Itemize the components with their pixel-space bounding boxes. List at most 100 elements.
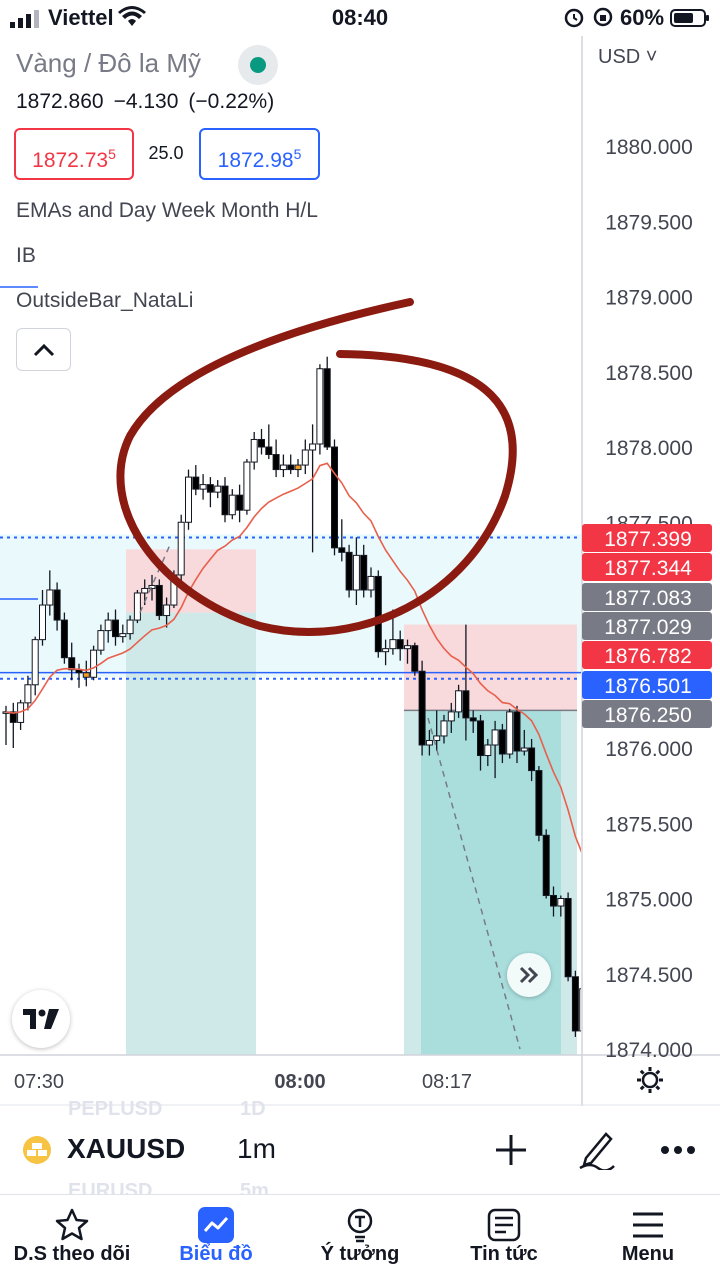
candle-body — [506, 711, 514, 755]
buy-button[interactable]: 1872.985 — [199, 128, 320, 180]
symbol-bar — [0, 1106, 720, 1194]
candle-body — [433, 735, 441, 741]
candle-body — [498, 729, 506, 755]
candle-body — [39, 604, 46, 641]
candle-body — [272, 454, 280, 471]
scroll-to-realtime-button[interactable] — [507, 953, 551, 997]
candle-body — [425, 739, 433, 746]
tradingview-logo[interactable] — [12, 990, 70, 1048]
candle-body — [31, 639, 39, 686]
candle-body — [447, 711, 455, 722]
candle-body — [250, 438, 258, 463]
alarm-icon — [564, 8, 584, 28]
nav-watchlist[interactable]: D.S theo dõi — [0, 1195, 144, 1280]
sell-button[interactable]: 1872.735 — [14, 128, 134, 180]
nav-news[interactable]: Tin tức — [432, 1195, 576, 1280]
candle-body — [177, 521, 185, 576]
bottom-navigation: D.S theo dõi Biểu đồ Ý tưởng Tin tức Men… — [0, 1194, 720, 1280]
target-zone-2 — [421, 710, 561, 1055]
candle-body — [82, 672, 90, 678]
trend-line-short — [139, 544, 171, 613]
nav-ideas[interactable]: Ý tưởng — [288, 1195, 432, 1280]
price-label-bg — [582, 553, 712, 581]
price-label: 1877.083 — [604, 587, 692, 610]
market-status-icon[interactable] — [238, 45, 278, 85]
price-label-bg — [582, 700, 712, 728]
nav-chart[interactable]: Biểu đồ — [144, 1195, 288, 1280]
nav-ideas-label: Ý tưởng — [320, 1243, 400, 1265]
candle-body — [301, 449, 309, 466]
candle-body — [294, 464, 302, 471]
battery-percent: 60% — [620, 5, 665, 30]
ghost-symbol-above: PEPLUSD — [68, 1098, 163, 1120]
candle-body — [112, 619, 119, 638]
candle-body — [221, 485, 229, 516]
candle-body — [382, 648, 390, 653]
y-tick-label: 1878.500 — [605, 362, 693, 385]
candle-body — [214, 485, 222, 493]
candle-body — [163, 604, 171, 617]
y-tick-label: 1875.500 — [605, 813, 693, 836]
price-label-bg — [582, 612, 712, 640]
candle-body — [528, 747, 536, 772]
candle-body — [542, 834, 550, 896]
indicator-outsidebar[interactable]: OutsideBar_NataLi — [16, 289, 194, 312]
y-tick-label: 1874.500 — [605, 964, 693, 987]
candle-body — [148, 584, 156, 589]
candle-body — [126, 619, 134, 635]
candle-body — [133, 592, 141, 621]
price-change: −4.130 — [113, 90, 179, 113]
candle-body — [199, 484, 207, 490]
y-tick-label: 1878.000 — [605, 437, 693, 460]
candle-body — [557, 898, 565, 907]
ema-line — [5, 462, 581, 853]
candle-body — [484, 744, 492, 757]
y-tick-label: 1880.000 — [605, 136, 693, 159]
interval-selector[interactable]: 1m — [237, 1133, 276, 1164]
settings-icon[interactable] — [636, 1066, 664, 1094]
star-icon — [55, 1208, 89, 1241]
x-tick-label: 08:17 — [422, 1071, 472, 1093]
price-label-bg — [582, 641, 712, 669]
candle-body — [258, 438, 265, 448]
candle-body — [46, 589, 54, 606]
tv-logo-icon — [23, 1009, 59, 1029]
candle-body — [389, 639, 397, 650]
battery-icon — [670, 9, 709, 27]
candle-body — [550, 894, 557, 907]
price-label: 1876.782 — [604, 645, 692, 668]
trend-line — [427, 717, 521, 1050]
price-change-pct: (−0.22%) — [188, 90, 275, 113]
indicator-ema-hl[interactable]: EMAs and Day Week Month H/L — [16, 199, 318, 222]
wifi-icon — [118, 6, 146, 26]
y-tick-label: 1875.000 — [605, 889, 693, 912]
candle-body — [68, 657, 76, 671]
indicator-ib[interactable]: IB — [16, 244, 36, 267]
candle-body — [338, 547, 346, 553]
symbol-name[interactable]: XAUUSD — [67, 1133, 186, 1164]
y-tick-label: 1879.000 — [605, 287, 693, 310]
drawing-tool-icon[interactable] — [578, 1128, 616, 1170]
chart-icon — [198, 1207, 234, 1243]
candle-body — [309, 443, 317, 451]
carrier-name: Viettel — [48, 5, 114, 30]
double-chevron-right-icon — [519, 966, 539, 984]
candle-body — [440, 720, 448, 737]
candle-body — [374, 575, 382, 653]
candle-body — [418, 670, 426, 746]
collapse-indicators-button[interactable] — [16, 328, 71, 371]
price-label: 1876.501 — [604, 675, 692, 698]
nav-chart-label: Biểu đồ — [179, 1243, 253, 1265]
candle-body — [491, 729, 499, 746]
position-zone-1 — [126, 612, 256, 1055]
nav-menu[interactable]: Menu — [576, 1195, 720, 1280]
symbol-title[interactable]: Vàng / Đô la Mỹ — [16, 48, 201, 78]
more-options-icon[interactable] — [660, 1145, 696, 1155]
candle-body — [579, 988, 581, 1032]
add-icon[interactable] — [493, 1132, 529, 1168]
currency-selector[interactable]: USD ˅ — [598, 46, 658, 68]
candle-body — [360, 554, 368, 591]
price-chart[interactable]: 1880.000 1879.500 1879.000 1878.500 1878.000… — [0, 36, 720, 1106]
candle-body — [97, 630, 105, 651]
candle-body — [520, 747, 528, 752]
